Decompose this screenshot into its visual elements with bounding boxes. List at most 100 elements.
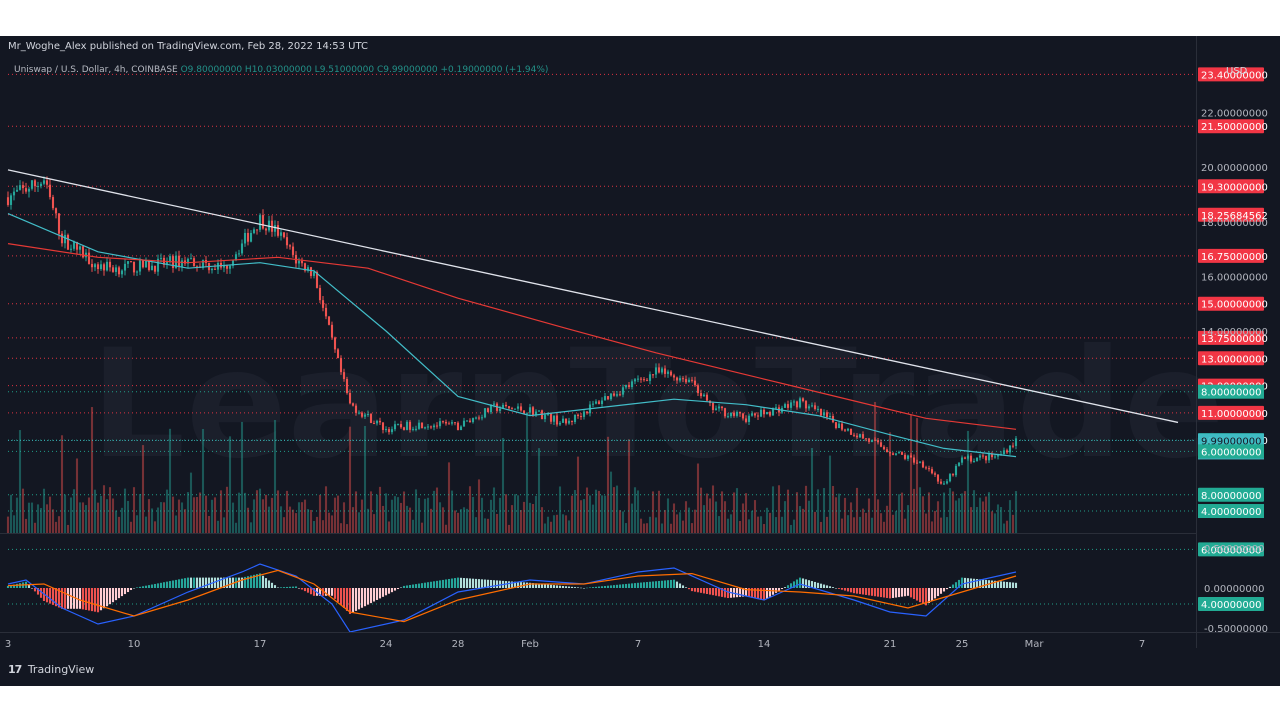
macd-histogram-bar xyxy=(702,588,706,594)
macd-histogram-bar xyxy=(249,575,253,588)
candle-body xyxy=(180,260,184,267)
candle xyxy=(570,420,574,426)
volume-bar xyxy=(723,501,727,533)
volume-panel xyxy=(6,401,1018,533)
candle-body xyxy=(996,455,1000,457)
level-label-box xyxy=(1198,207,1264,222)
macd-histogram-bar xyxy=(927,588,931,604)
candle xyxy=(684,375,688,384)
tradingview-brand[interactable]: 17 TradingView xyxy=(8,663,94,676)
candle-body xyxy=(66,234,70,250)
macd-histogram-bar xyxy=(108,588,112,605)
volume-bar xyxy=(213,497,217,533)
volume-bar xyxy=(435,487,439,533)
volume-bar xyxy=(759,516,763,533)
candle xyxy=(687,377,691,383)
candle xyxy=(207,262,211,274)
candle-body xyxy=(312,271,316,276)
candle-body xyxy=(615,394,619,396)
macd-histogram-bar xyxy=(618,584,622,588)
candle-body xyxy=(672,375,676,378)
macd-histogram-bar xyxy=(915,588,919,601)
candle xyxy=(330,321,334,340)
candle-body xyxy=(966,455,970,459)
candle xyxy=(717,403,721,412)
volume-bar xyxy=(789,524,793,533)
volume-bar xyxy=(780,516,784,533)
macd-histogram-bar xyxy=(384,588,388,596)
volume-bar xyxy=(75,458,79,533)
macd-histogram-bar xyxy=(741,588,745,597)
candle-body xyxy=(945,481,949,484)
candle-body xyxy=(693,380,697,386)
candle-body xyxy=(774,407,778,409)
level-label-text: 6.00000000 xyxy=(1201,545,1261,556)
volume-bar xyxy=(390,499,394,533)
candle-body xyxy=(336,349,340,359)
macd-histogram-bar xyxy=(177,579,181,588)
volume-bar xyxy=(516,495,520,533)
macd-histogram-bar xyxy=(555,585,559,588)
macd-histogram-bar xyxy=(456,577,460,588)
macd-histogram-bar xyxy=(687,588,691,590)
candle-body xyxy=(123,263,127,271)
macd-y-tick-label: 0.00000000 xyxy=(1204,584,1264,595)
candle xyxy=(951,473,955,477)
candle xyxy=(462,417,466,427)
volume-bar xyxy=(372,514,376,533)
macd-histogram-bar xyxy=(306,588,310,593)
volume-bar xyxy=(840,518,844,533)
volume-bar xyxy=(192,497,196,533)
candle-body xyxy=(342,372,346,380)
candle xyxy=(954,463,958,478)
macd-histogram-bar xyxy=(1011,582,1015,588)
candle xyxy=(438,417,442,429)
volume-bar xyxy=(348,426,352,533)
macd-histogram-bar xyxy=(483,579,487,588)
candle-body xyxy=(432,425,436,428)
macd-histogram-bar xyxy=(660,580,664,588)
volume-bar xyxy=(669,523,673,533)
volume-bar xyxy=(825,516,829,533)
candle xyxy=(30,179,34,191)
volume-bar xyxy=(768,512,772,533)
candle-body xyxy=(243,232,247,244)
volume-bar xyxy=(909,414,913,533)
candle-body xyxy=(684,379,688,383)
macd-histogram-bar xyxy=(252,574,256,588)
candle-body xyxy=(984,455,988,461)
macd-histogram-bar xyxy=(612,585,616,588)
macd-histogram-bar xyxy=(951,584,955,588)
candle xyxy=(423,426,427,430)
volume-bar xyxy=(255,490,259,533)
macd-histogram-bar xyxy=(834,588,838,589)
candle xyxy=(333,336,337,353)
candle xyxy=(417,419,421,430)
price-chart-canvas[interactable]: LearnToTrade 3 10 17 24 28 Feb 7 14 21 25 Mar 7 23.… xyxy=(0,36,1280,686)
trendline[interactable] xyxy=(7,169,1179,424)
volume-bar xyxy=(33,522,37,533)
macd-histogram-bar xyxy=(906,588,910,596)
volume-bar xyxy=(663,510,667,533)
volume-bar xyxy=(171,496,175,533)
macd-histogram-bar xyxy=(354,588,358,611)
candle-body xyxy=(45,180,49,185)
macd-histogram-bar xyxy=(294,586,298,588)
candle xyxy=(81,245,85,259)
volume-bar xyxy=(684,501,688,533)
moving-average-line xyxy=(7,213,1017,458)
candle xyxy=(792,399,796,406)
macd-histogram-bar xyxy=(849,588,853,593)
candle xyxy=(909,453,913,458)
volume-bar xyxy=(402,491,406,533)
candle xyxy=(63,229,67,249)
candle-body xyxy=(852,434,856,436)
volume-bar xyxy=(972,490,976,533)
candle-body xyxy=(225,265,229,269)
candle xyxy=(720,406,724,411)
volume-bar xyxy=(666,498,670,533)
macd-y-tick-label: 0.50000000 xyxy=(1204,544,1264,555)
macd-histogram-bar xyxy=(486,579,490,588)
macd-histogram-bar xyxy=(156,583,160,588)
volume-bar xyxy=(522,501,526,533)
